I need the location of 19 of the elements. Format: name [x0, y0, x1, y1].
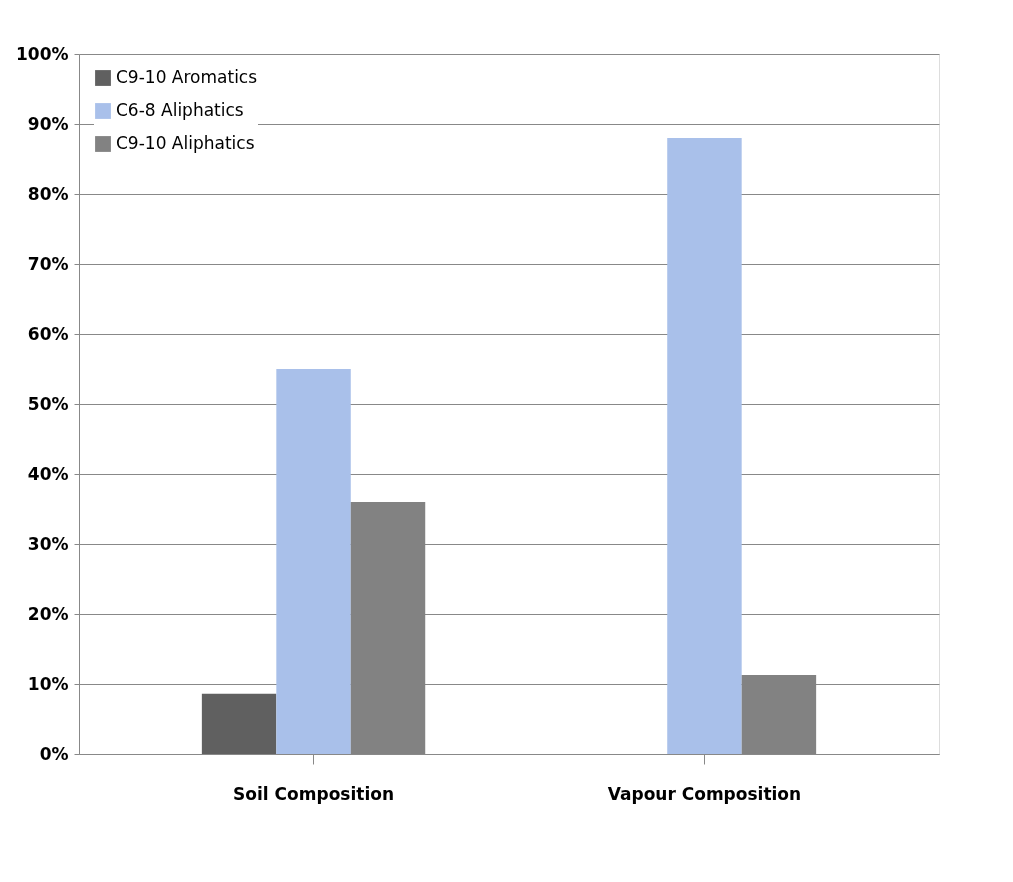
y-tick-label: 60% — [27, 323, 69, 344]
y-tick-label: 30% — [27, 533, 69, 554]
y-tick-label: 40% — [27, 463, 69, 484]
legend-label: C9-10 Aliphatics — [116, 133, 255, 153]
y-tick-label: 90% — [27, 113, 69, 134]
x-tick-label: Soil Composition — [233, 783, 394, 804]
legend-label: C9-10 Aromatics — [116, 67, 258, 87]
bar — [276, 369, 351, 754]
legend-label: C6-8 Aliphatics — [116, 100, 244, 120]
y-tick-label: 10% — [27, 673, 69, 694]
y-tick-label: 100% — [15, 43, 69, 64]
y-tick-label: 20% — [27, 603, 69, 624]
bar — [667, 138, 742, 754]
y-tick-label: 80% — [27, 183, 69, 204]
bar — [201, 693, 277, 754]
y-tick-label: 70% — [27, 253, 69, 274]
y-tick-label: 0% — [39, 743, 69, 764]
y-tick-label: 50% — [27, 393, 69, 414]
x-tick-label: Vapour Composition — [607, 783, 802, 804]
